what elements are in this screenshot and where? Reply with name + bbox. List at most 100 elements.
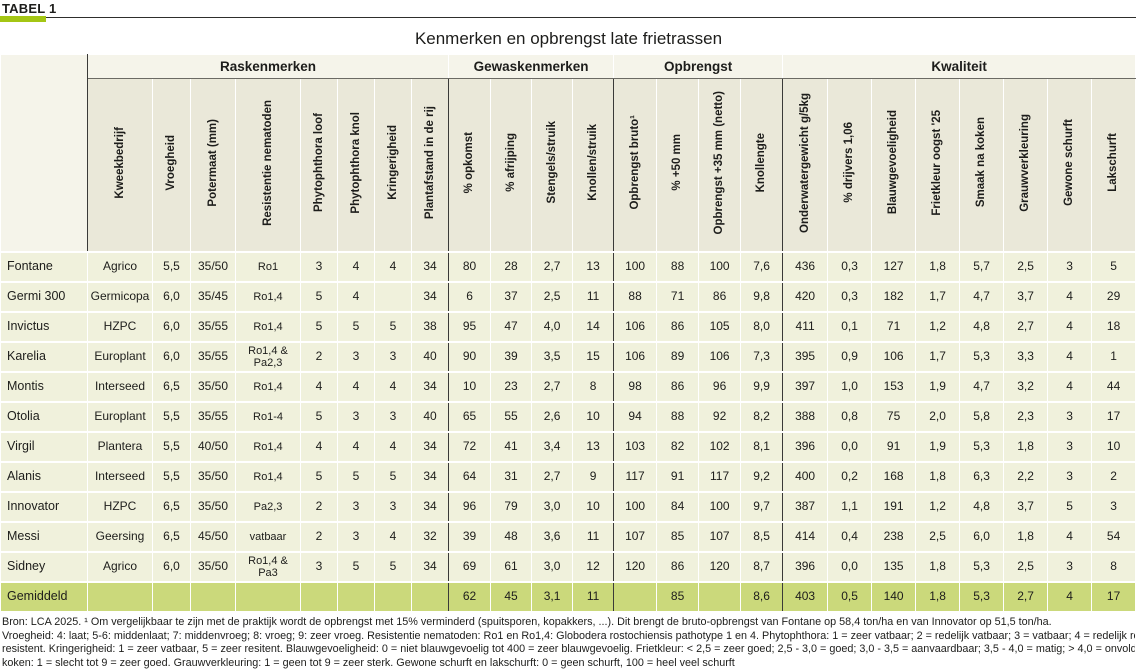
cell: 107 [613,521,658,553]
cell: 3 [337,491,375,523]
table-title: Kenmerken en opbrengst late frietrassen [414,29,723,48]
column-header: Opbrengst bruto¹ [613,78,658,253]
column-label: Vroegheid [165,134,178,191]
cell: 388 [782,401,829,433]
cell: 2,2 [1003,461,1049,493]
cell: 1,8 [915,461,961,493]
cell: 6,5 [152,371,191,403]
cell: 4,8 [959,311,1005,343]
cell: 9,2 [740,461,784,493]
cell: 395 [782,341,829,373]
header-rule-line [0,17,1136,18]
cell: 5 [300,281,338,313]
cell: 5 [337,551,375,583]
cell: 9,9 [740,371,784,403]
variety-row: Virgil Plantera 5,5 40/50 Ro1,4 4 4 4 34 72 41 3,4 1… [0,431,1137,463]
cell: 5 [374,311,412,343]
cell: 3,6 [531,521,574,553]
column-label: Resistentie nematoden [261,99,274,226]
cell: 71 [871,311,917,343]
cell: 6,5 [152,521,191,553]
column-label: % afrijping [504,133,517,192]
cell: 106 [613,311,658,343]
cell: Geersing [87,521,153,553]
cell: Ro1,4 & Pa2,3 [235,341,301,373]
cell: 238 [871,521,917,553]
cell: 100 [613,491,658,523]
cell: 1,8 [915,581,961,612]
cell: 47 [490,311,533,343]
cell: 10 [572,401,615,433]
cell: 397 [782,371,829,403]
cell: 86 [698,281,742,313]
variety-row: Otolia Europlant 5,5 35/55 Ro1-4 5 3 3 40 65 55 2,6… [0,401,1137,433]
cell: 8,2 [740,401,784,433]
cell: 3 [337,521,375,553]
footnote-line: resistent. Kringerigheid: 1 = zeer vatba… [2,643,1135,656]
cell: 2 [1091,461,1137,493]
cell: 34 [410,431,450,463]
cell: 3 [1047,401,1093,433]
cell: 95 [448,311,492,343]
cell: 72 [448,431,492,463]
cell: 5,5 [152,401,191,433]
column-header: Knollengte [740,78,784,253]
cell: 1 [1091,341,1137,373]
cell: 6,3 [959,461,1005,493]
cell: 4 [374,431,412,463]
column-label: Potermaat (mm) [206,118,219,207]
cell: 13 [572,251,615,283]
cell: 120 [613,551,658,583]
cell: 1,8 [1003,431,1049,463]
column-label: Knollen/struik [586,124,599,201]
cell: 100 [698,491,742,523]
cell [152,581,191,612]
column-label: Smaak na koken [975,117,988,208]
cell: 34 [410,491,450,523]
cell: 3 [1047,551,1093,583]
footnote-line: Bron: LCA 2025. ¹ Om vergelijkbaar te zi… [2,616,1052,628]
cell: 102 [698,431,742,463]
cell: 6,0 [152,311,191,343]
cell: 6,0 [152,281,191,313]
column-header: Kringerigheid [374,78,412,253]
row-name: Karelia [0,341,88,373]
cell: 12 [572,551,615,583]
column-label: Kweekbedrijf [113,126,126,199]
cell: 8,6 [740,581,784,612]
column-header: Frietkleur oogst '25 [915,78,961,253]
cell: 411 [782,311,829,343]
cell: 0,2 [827,461,873,493]
cell: 86 [656,371,700,403]
cell: 2,7 [531,371,574,403]
cell: 37 [490,281,533,313]
cell: 396 [782,551,829,583]
cell: 396 [782,431,829,463]
cell: 8,5 [740,521,784,553]
cell: 35/45 [190,281,236,313]
cell: 35/55 [190,401,236,433]
column-label: Frietkleur oogst '25 [931,109,944,216]
cell [410,581,450,612]
variety-row: Sidney Agrico 6,0 35/50 Ro1,4 & Pa3 3 5 5 34 69 61… [0,551,1137,583]
cell: Interseed [87,461,153,493]
cell: 64 [448,461,492,493]
cell: 8 [1091,551,1137,583]
cell: 90 [448,341,492,373]
group-header-raskenmerken: Raskenmerken [86,54,450,79]
cell: 4 [337,431,375,463]
cell: 86 [656,311,700,343]
column-header: Resistentie nematoden [235,78,301,253]
cell: 88 [656,251,700,283]
cell: Ro1,4 & Pa3 [235,551,301,583]
cell: 5 [300,461,338,493]
cell: 3 [374,491,412,523]
cell: 34 [410,251,450,283]
cell: 2,7 [1003,311,1049,343]
cell: 0,3 [827,281,873,313]
column-label: Kringerigheid [386,125,399,200]
cell: 40 [410,341,450,373]
cell: HZPC [87,491,153,523]
cell: 9 [572,461,615,493]
